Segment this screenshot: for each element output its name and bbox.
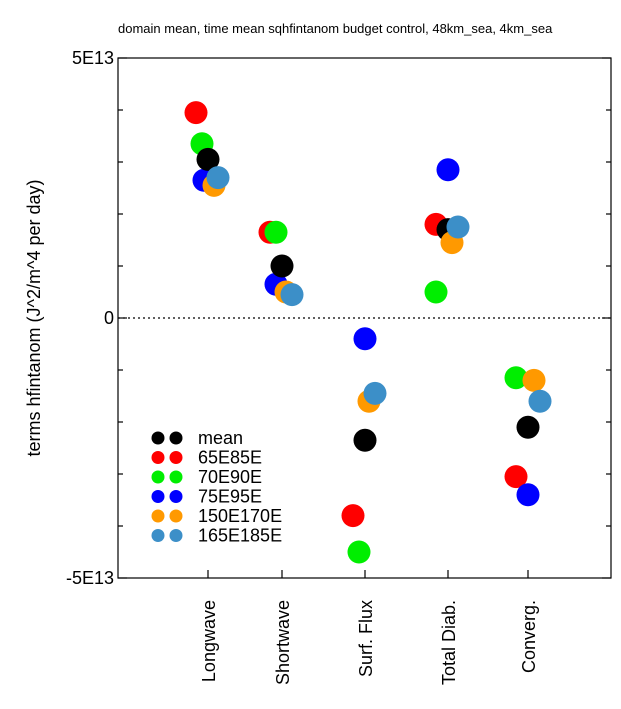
data-point-165E185E: [446, 215, 470, 239]
legend-marker: [151, 470, 165, 484]
legend-marker: [169, 470, 183, 484]
y-tick-label: -5E13: [66, 568, 114, 588]
legend-marker: [151, 509, 165, 523]
legend-marker: [169, 509, 183, 523]
legend-label: mean: [198, 428, 243, 448]
legend-label: 75E95E: [198, 487, 262, 507]
legend-marker: [169, 529, 183, 542]
x-tick-label: Longwave: [199, 600, 219, 682]
legend-marker: [169, 431, 183, 445]
y-tick-label: 5E13: [72, 48, 114, 68]
legend-label: 165E185E: [198, 526, 282, 546]
data-point-70E90E: [347, 540, 371, 564]
legend-label: 70E90E: [198, 467, 262, 487]
data-point-165E185E: [528, 389, 552, 413]
data-point-70E90E: [424, 280, 448, 304]
legend-marker: [151, 529, 165, 542]
x-tick-label: Shortwave: [273, 600, 293, 685]
y-axis: 5E13 0 -5E13: [66, 48, 127, 588]
data-point-70E90E: [264, 220, 288, 244]
data-point-165E185E: [363, 381, 387, 405]
x-axis: Longwave Shortwave Surf. Flux Total Diab. Co…: [199, 570, 539, 685]
data-point-65E85E: [184, 101, 208, 125]
data-points: [184, 101, 552, 564]
data-point-75E95E: [516, 483, 540, 507]
legend-label: 150E170E: [198, 506, 282, 526]
x-tick-label: Surf. Flux: [356, 600, 376, 677]
data-point-mean: [196, 147, 220, 171]
data-point-65E85E: [341, 504, 365, 528]
data-point-70E90E: [504, 366, 528, 390]
x-tick-label: Total Diab.: [439, 600, 459, 685]
data-point-75E95E: [436, 158, 460, 182]
data-point-165E185E: [206, 166, 230, 190]
legend-marker: [169, 451, 183, 464]
data-point-mean: [270, 254, 294, 278]
legend-marker: [151, 451, 165, 464]
data-point-165E185E: [280, 283, 304, 307]
data-point-mean: [516, 415, 540, 439]
y-tick-label: 0: [104, 308, 114, 328]
data-point-75E95E: [353, 327, 377, 351]
legend-marker: [151, 490, 165, 503]
legend-label: 65E85E: [198, 448, 262, 468]
data-point-150E170E: [522, 368, 546, 392]
chart-title: domain mean, time mean sqhfintanom budge…: [118, 21, 553, 36]
legend-marker: [169, 490, 183, 503]
legend-marker: [151, 431, 165, 445]
x-tick-label: Converg.: [519, 600, 539, 673]
y-axis-label: terms hfintanom (J^2/m^4 per day): [24, 180, 44, 457]
data-point-mean: [353, 428, 377, 452]
data-point-65E85E: [504, 465, 528, 489]
